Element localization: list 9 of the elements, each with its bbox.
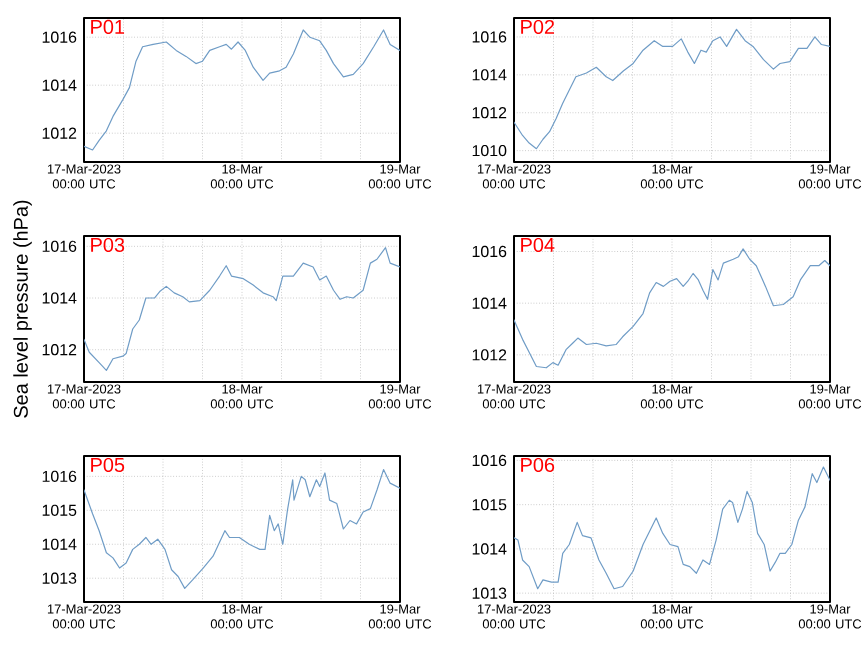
chart-title: P05	[91, 457, 125, 472]
line-series	[84, 468, 400, 590]
chart-title: P01	[91, 19, 125, 34]
line-series	[514, 248, 831, 369]
chart-title: P06	[521, 457, 555, 472]
chart-title: P03	[91, 237, 125, 252]
chart-title: P04	[521, 237, 555, 252]
y-axis-title: Sea level pressure (hPa)	[13, 200, 32, 418]
chart-title: P02	[521, 19, 555, 34]
